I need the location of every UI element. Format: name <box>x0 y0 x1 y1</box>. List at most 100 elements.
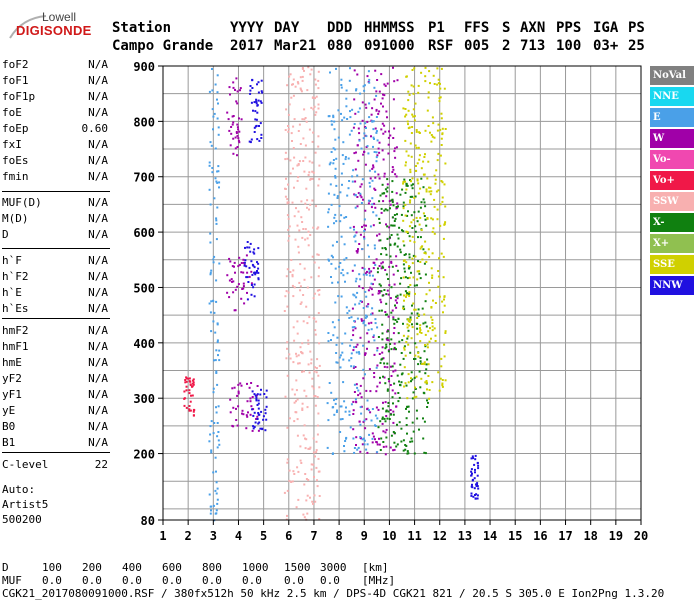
x-tick-label: 16 <box>533 529 547 543</box>
echo-point <box>403 345 406 348</box>
echo-point <box>307 244 310 247</box>
echo-point <box>350 339 353 341</box>
echo-point <box>378 177 381 180</box>
echo-point <box>380 262 383 265</box>
echo-point <box>297 470 300 473</box>
echo-point <box>386 338 389 341</box>
echo-point <box>249 242 252 245</box>
echo-point <box>359 336 362 339</box>
echo-point <box>356 448 359 451</box>
echo-point <box>232 280 235 283</box>
echo-point <box>437 371 440 374</box>
echo-point <box>444 128 447 130</box>
echo-point <box>424 218 427 221</box>
echo-point <box>364 228 366 231</box>
series-x <box>376 177 429 455</box>
echo-point <box>306 494 309 497</box>
echo-point <box>208 302 211 305</box>
echo-point <box>316 396 319 398</box>
echo-point <box>386 178 389 181</box>
echo-point <box>296 81 299 84</box>
echo-point <box>412 115 415 118</box>
echo-point <box>409 171 412 174</box>
legend-item-vo: Vo+ <box>650 171 694 190</box>
echo-point <box>257 277 260 280</box>
echo-point <box>411 227 414 229</box>
echo-point <box>424 345 427 348</box>
echo-point <box>387 339 390 342</box>
echo-point <box>188 409 191 412</box>
echo-point <box>354 168 357 171</box>
echo-point <box>439 87 442 90</box>
echo-point <box>228 279 231 282</box>
echo-point <box>354 234 357 237</box>
param-value: N/A <box>88 302 108 315</box>
echo-point <box>313 476 315 478</box>
echo-point <box>417 260 419 263</box>
echo-point <box>210 144 213 147</box>
echo-point <box>247 411 249 414</box>
echo-point <box>216 98 218 101</box>
echo-point <box>312 226 315 229</box>
echo-point <box>257 247 260 250</box>
echo-point <box>373 247 376 250</box>
param-name: fmin <box>2 170 29 183</box>
echo-point <box>346 118 349 120</box>
echo-point <box>328 259 330 262</box>
echo-point <box>391 171 394 173</box>
echo-point <box>333 128 336 131</box>
echo-point <box>352 366 355 369</box>
echo-point <box>403 385 406 388</box>
param-name: C-level <box>2 458 49 471</box>
echo-point <box>235 407 237 410</box>
echo-point <box>366 399 369 402</box>
echo-point <box>408 294 411 297</box>
echo-point <box>355 436 358 439</box>
echo-point <box>258 125 260 127</box>
echo-point <box>293 286 296 289</box>
echo-point <box>439 377 442 380</box>
footer-muf-cell: [MHz] <box>362 574 396 587</box>
echo-point <box>409 318 412 321</box>
echo-point <box>419 329 422 331</box>
echo-point <box>262 415 265 418</box>
echo-point <box>432 122 435 125</box>
param-value: N/A <box>88 58 108 71</box>
echo-point <box>407 99 410 102</box>
echo-point <box>363 218 366 221</box>
echo-point <box>257 267 260 270</box>
echo-point <box>377 408 380 411</box>
echo-point <box>403 348 406 351</box>
echo-point <box>389 384 392 386</box>
param-name: B1 <box>2 436 16 449</box>
echo-point <box>228 129 231 132</box>
echo-point <box>295 400 297 403</box>
footer-distance-cell: [km] <box>362 561 389 574</box>
echo-point <box>318 495 321 497</box>
echo-point <box>424 129 427 132</box>
echo-point <box>340 295 343 298</box>
echo-point <box>474 468 476 471</box>
echo-point <box>253 252 256 255</box>
echo-point <box>228 257 231 260</box>
echo-point <box>215 300 218 303</box>
echo-point <box>411 69 414 71</box>
echo-point <box>236 285 239 288</box>
echo-point <box>359 450 362 453</box>
echo-point <box>433 205 436 208</box>
echo-point <box>388 226 391 229</box>
echo-point <box>356 144 359 147</box>
echo-point <box>379 376 381 379</box>
echo-point <box>309 178 312 181</box>
echo-point <box>371 274 374 277</box>
header-label: FFS <box>464 20 490 36</box>
echo-point <box>374 127 377 130</box>
echo-point <box>444 221 447 224</box>
echo-point <box>185 377 188 380</box>
echo-point <box>317 312 320 314</box>
echo-point <box>238 130 241 133</box>
echo-point <box>414 102 417 105</box>
x-tick-label: 17 <box>558 529 572 543</box>
echo-point <box>396 233 399 236</box>
param-value: N/A <box>88 196 108 209</box>
